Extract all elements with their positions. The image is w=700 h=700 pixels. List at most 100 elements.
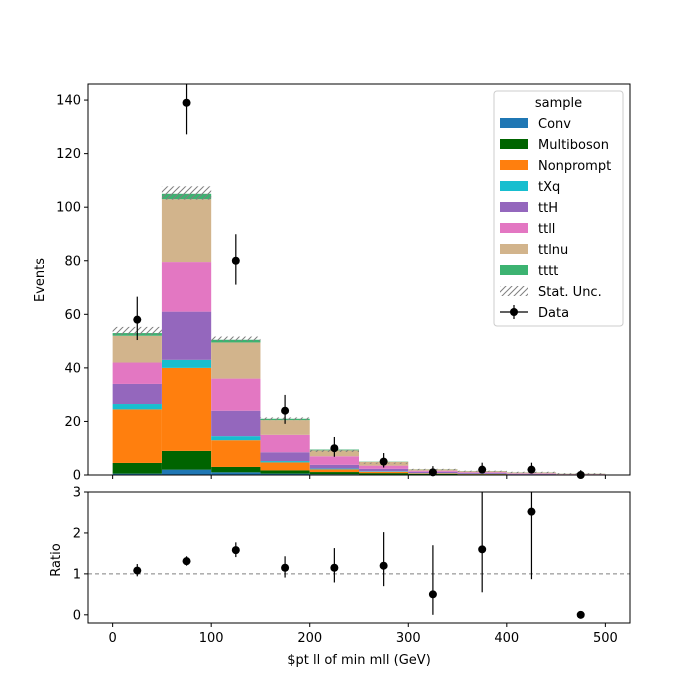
- ratio-y-tick-label-0: 0: [73, 608, 81, 623]
- bar-nonprompt-5: [359, 471, 409, 474]
- bar-nonprompt-0: [112, 409, 162, 463]
- ratio-point-7: [478, 545, 487, 554]
- legend-swatch-3: [500, 181, 528, 191]
- bar-nonprompt-4: [309, 469, 359, 473]
- data-point-1: [182, 98, 191, 107]
- bar-tth-1: [161, 311, 212, 360]
- ratio-point-0: [133, 566, 142, 575]
- bar-ttlnu-0: [112, 335, 162, 363]
- legend-swatch-4: [500, 202, 528, 212]
- x-tick-label-2: 200: [297, 631, 322, 646]
- bar-multiboson-1: [161, 450, 212, 470]
- data-points: [133, 84, 585, 479]
- y-tick-label-5: 100: [56, 201, 81, 216]
- ratio-point-9: [576, 610, 585, 619]
- y-tick-label-1: 20: [64, 415, 81, 430]
- legend-swatch-2: [500, 160, 528, 170]
- bar-multiboson-7: [457, 474, 507, 475]
- ratio-point-5: [379, 561, 388, 570]
- bar-nonprompt-3: [260, 462, 310, 471]
- bar-tth-2: [211, 410, 261, 437]
- main-panel: 0 20 40 60 80 100 120 140 Events sample Conv Mult…: [33, 83, 631, 484]
- bar-tth-0: [112, 383, 162, 405]
- bar-conv-3: [260, 473, 310, 475]
- bar-ttll-1: [161, 262, 212, 312]
- bar-ttll-2: [211, 378, 261, 411]
- y-tick-label-2: 40: [64, 361, 81, 376]
- data-point-2: [231, 256, 240, 265]
- data-point-0: [133, 315, 142, 324]
- bar-ttll-0: [112, 362, 162, 384]
- legend-title: sample: [535, 96, 582, 111]
- ratio-points: [133, 492, 585, 619]
- legend-label-stat-unc: Stat. Unc.: [538, 285, 602, 300]
- x-tick-label-5: 500: [593, 631, 618, 646]
- stat-unc-2: [211, 336, 261, 342]
- bar-tth-8: [506, 473, 557, 475]
- main-y-axis: 0 20 40 60 80 100 120 140: [56, 94, 88, 484]
- bar-ttll-3: [260, 434, 310, 453]
- legend-label-5: ttll: [538, 222, 555, 237]
- legend-swatch-data: [510, 308, 518, 316]
- bar-txq-0: [112, 404, 162, 410]
- legend-label-data: Data: [538, 306, 569, 321]
- legend-label-1: Multiboson: [538, 138, 609, 153]
- bar-txq-5: [359, 471, 409, 472]
- bar-multiboson-5: [359, 473, 409, 475]
- bar-txq-1: [161, 359, 212, 368]
- legend-swatch-5: [500, 223, 528, 233]
- bar-ttlnu-1: [161, 199, 212, 263]
- bar-ttlnu-2: [211, 342, 261, 379]
- bar-nonprompt-2: [211, 440, 261, 467]
- bar-tth-5: [359, 468, 409, 472]
- data-point-4: [330, 444, 339, 453]
- y-tick-label-3: 60: [64, 308, 81, 323]
- bar-txq-4: [309, 468, 359, 470]
- x-tick-label-0: 0: [108, 631, 116, 646]
- ratio-y-tick-label-2: 2: [73, 526, 81, 541]
- ratio-point-4: [330, 563, 339, 572]
- bar-nonprompt-1: [161, 367, 212, 451]
- bar-multiboson-0: [112, 462, 162, 474]
- bar-tth-3: [260, 452, 310, 462]
- stat-unc-1: [161, 186, 212, 200]
- main-x-axis: [112, 475, 606, 479]
- ratio-plot-frame: [87, 491, 631, 624]
- ratio-point-2: [231, 546, 240, 555]
- data-point-6: [428, 468, 437, 477]
- x-tick-label-4: 400: [494, 631, 519, 646]
- legend-label-6: ttlnu: [538, 243, 568, 258]
- ratio-point-6: [428, 590, 437, 599]
- bar-txq-2: [211, 436, 261, 441]
- data-point-7: [478, 465, 487, 474]
- legend-label-3: tXq: [538, 180, 560, 195]
- legend-swatch-stat-unc: [500, 286, 528, 296]
- ratio-y-tick-label-1: 1: [73, 567, 81, 582]
- bar-conv-0: [112, 473, 162, 475]
- data-point-8: [527, 465, 536, 474]
- bar-multiboson-3: [260, 470, 310, 474]
- legend-label-7: tttt: [538, 264, 558, 279]
- legend-label-4: ttH: [538, 201, 558, 216]
- bar-ttll-4: [309, 456, 359, 465]
- data-point-3: [281, 406, 290, 415]
- y-tick-label-0: 0: [73, 469, 81, 484]
- y-tick-label-6: 120: [56, 147, 81, 162]
- bar-tth-4: [309, 464, 359, 469]
- bar-ttlnu-3: [260, 420, 310, 435]
- main-plot-frame: [87, 83, 631, 476]
- legend-label-0: Conv: [538, 117, 571, 132]
- data-point-5: [379, 457, 388, 466]
- ratio-y-axis: 0 1 2 3: [73, 486, 88, 623]
- ratio-point-1: [182, 557, 191, 566]
- legend: sample Conv Multiboson Nonprompt tXq ttH ttll t…: [493, 90, 624, 327]
- ratio-y-tick-label-3: 3: [73, 486, 81, 501]
- y-tick-label-7: 140: [56, 94, 81, 109]
- ratio-y-axis-label: Ratio: [49, 543, 64, 576]
- x-tick-label-3: 300: [396, 631, 421, 646]
- x-axis-label: $pt ll of min mll (GeV): [287, 653, 431, 668]
- ratio-point-3: [281, 563, 290, 572]
- legend-swatch-1: [500, 139, 528, 149]
- legend-swatch-6: [500, 244, 528, 254]
